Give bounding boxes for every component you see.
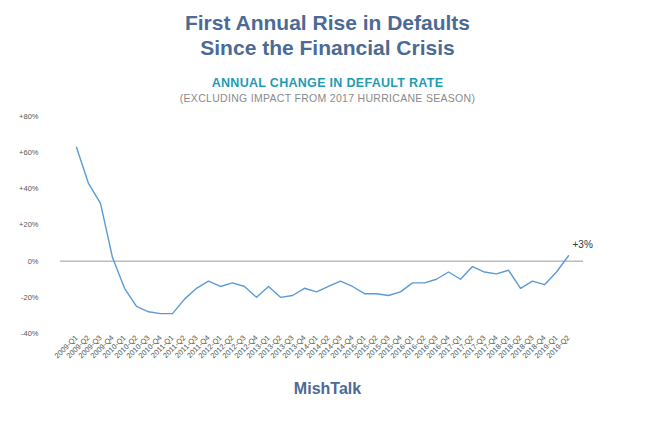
svg-text:+80%: +80% [19, 112, 39, 121]
svg-text:2010-Q3: 2010-Q3 [124, 333, 152, 361]
svg-text:+40%: +40% [19, 184, 39, 193]
svg-text:2012-Q2: 2012-Q2 [208, 333, 236, 361]
svg-text:2016-Q2: 2016-Q2 [400, 333, 428, 361]
svg-text:2014-Q4: 2014-Q4 [328, 333, 356, 361]
svg-text:2018-Q1: 2018-Q1 [484, 333, 512, 361]
svg-text:2016-Q4: 2016-Q4 [424, 333, 452, 361]
html-text:ANNUAL CHANGE IN DEFAULT RATE: ANNUAL CHANGE IN DEFAULT RATE [211, 76, 444, 90]
svg-text:0%: 0% [28, 257, 39, 266]
svg-text:2017-Q2: 2017-Q2 [448, 333, 476, 361]
svg-text:2009-Q3: 2009-Q3 [76, 333, 104, 361]
svg-text:2010-Q1: 2010-Q1 [100, 333, 128, 361]
svg-text:2012-Q3: 2012-Q3 [220, 333, 248, 361]
svg-text:2010-Q2: 2010-Q2 [112, 333, 140, 361]
svg-text:2011-Q3: 2011-Q3 [173, 333, 200, 360]
html-text:First Annual Rise in Defaults: First Annual Rise in Defaults Since the … [184, 11, 470, 59]
svg-text:2009-Q2: 2009-Q2 [64, 333, 92, 361]
svg-text:2017-Q1: 2017-Q1 [436, 333, 464, 361]
svg-text:2019-Q1: 2019-Q1 [532, 333, 560, 361]
svg-text:2016-Q3: 2016-Q3 [412, 333, 440, 361]
svg-text:+60%: +60% [19, 148, 39, 157]
svg-text:-20%: -20% [21, 293, 39, 302]
svg-text:2015-Q4: 2015-Q4 [376, 333, 404, 361]
svg-text:2018-Q2: 2018-Q2 [496, 333, 524, 361]
svg-text:2013-Q1: 2013-Q1 [244, 333, 272, 361]
svg-text:2014-Q2: 2014-Q2 [304, 333, 332, 361]
svg-text:2011-Q1: 2011-Q1 [149, 333, 176, 360]
html-text:(EXCLUDING IMPACT FROM 2017 HU: (EXCLUDING IMPACT FROM 2017 HURRICANE SE… [179, 92, 476, 104]
svg-text:2011-Q4: 2011-Q4 [185, 333, 212, 360]
svg-text:2018-Q4: 2018-Q4 [520, 333, 548, 361]
svg-text:2013-Q2: 2013-Q2 [256, 333, 284, 361]
svg-text:2018-Q3: 2018-Q3 [508, 333, 536, 361]
svg-text:2015-Q3: 2015-Q3 [364, 333, 392, 361]
svg-text:2017-Q4: 2017-Q4 [472, 333, 500, 361]
svg-text:2015-Q1: 2015-Q1 [340, 333, 368, 361]
svg-text:2014-Q1: 2014-Q1 [292, 333, 320, 361]
svg-text:2011-Q2: 2011-Q2 [161, 333, 188, 360]
svg-text:2017-Q3: 2017-Q3 [460, 333, 488, 361]
html-text:MishTalk: MishTalk [293, 380, 362, 397]
svg-text:2013-Q3: 2013-Q3 [268, 333, 296, 361]
svg-text:2009-Q4: 2009-Q4 [88, 333, 116, 361]
svg-text:2010-Q4: 2010-Q4 [136, 333, 164, 361]
svg-text:+3%: +3% [573, 239, 593, 250]
svg-text:2012-Q1: 2012-Q1 [196, 333, 224, 361]
svg-text:2015-Q2: 2015-Q2 [352, 333, 380, 361]
svg-text:+20%: +20% [19, 220, 39, 229]
svg-text:-40%: -40% [21, 329, 39, 338]
svg-text:2009-Q1: 2009-Q1 [52, 333, 80, 361]
svg-text:2019-Q2: 2019-Q2 [545, 333, 572, 360]
svg-text:2012-Q4: 2012-Q4 [232, 333, 260, 361]
svg-text:2014-Q3: 2014-Q3 [316, 333, 344, 361]
svg-text:2013-Q4: 2013-Q4 [280, 333, 308, 361]
svg-text:2016-Q1: 2016-Q1 [388, 333, 416, 361]
